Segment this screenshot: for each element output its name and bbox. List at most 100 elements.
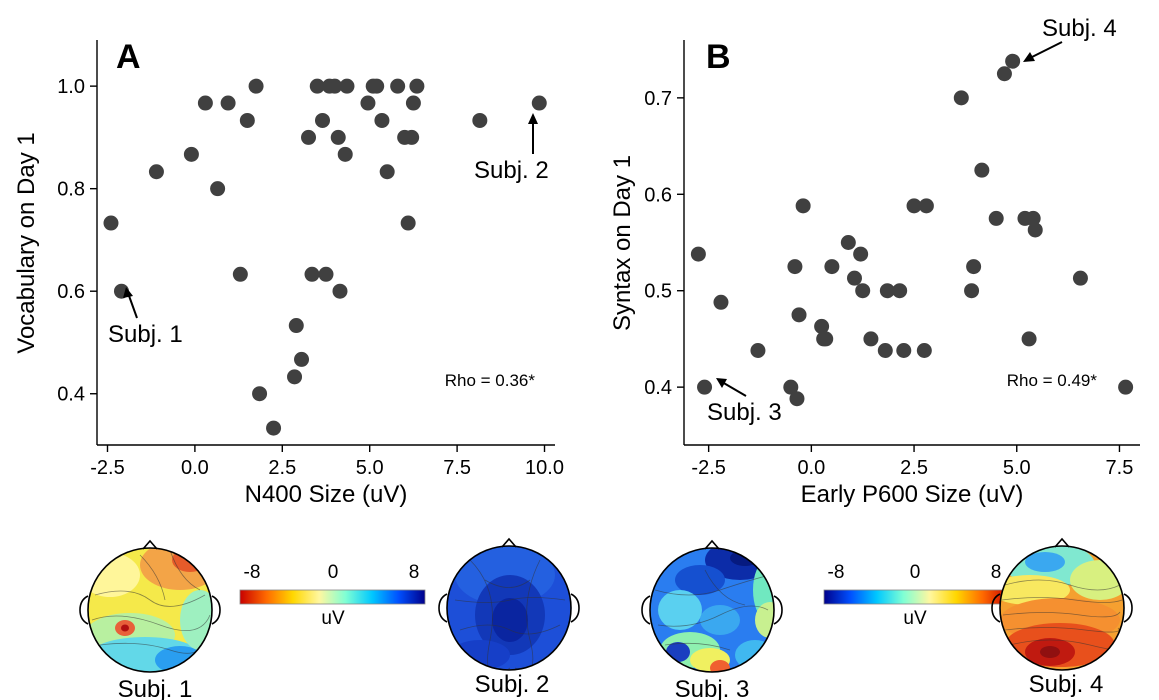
callout-label-subj1: Subj. 1 [108,321,183,348]
scatter-point-b [1027,222,1043,238]
scatter-point-b [966,259,982,275]
x-axis-title-b: Early P600 Size (uV) [801,481,1024,508]
y-tick-label-a: 0.6 [57,281,85,303]
panel-letter-b: B [706,38,731,76]
scatter-point-a [232,266,248,282]
scatter-point-a [374,112,390,128]
scatter-point-b [953,90,969,106]
colorbar-left-unit-label: uV [321,608,345,629]
scatter-point-b [855,283,871,299]
scatter-point-a [360,95,376,111]
callout-arrowhead-subj1 [123,287,133,298]
scatter-point-b [783,379,799,395]
scatter-point-a [531,95,547,111]
scatter-point-a [266,420,282,436]
colorbar-right-mid-label: 0 [910,562,921,583]
scatter-point-b [896,343,912,358]
scatter-point-a [332,283,348,299]
scatter-point-a [287,369,303,385]
scatter-point-a [379,164,395,180]
scatter-panel-b: B -2.5 0.0 2.5 5.0 7.5 0.4 0.5 0.6 0.7 Early P6… [609,15,1140,508]
y-tick-label-b: 0.4 [644,377,672,399]
scatter-point-b [697,379,713,395]
y-tick-label-b: 0.7 [644,88,672,110]
scatter-point-b [988,210,1004,226]
scatter-point-a [239,112,255,128]
scatter-point-a [288,318,304,334]
topomap-caption-subj1: Subj. 1 [118,676,193,700]
colorbar-right-unit-label: uV [903,608,927,629]
colorbar-right-min-label: -8 [828,562,845,583]
scatter-point-a [409,78,425,94]
scatter-point-a [390,78,406,94]
scatter-point-b [824,259,840,275]
topomap-subj2 [438,537,580,671]
colorbar-left: -8 0 8 uV [239,562,426,629]
x-tick-label-a: 0.0 [181,457,209,479]
callout-label-subj4: Subj. 4 [1042,15,1117,42]
x-tick-label-a: 10.0 [525,457,564,479]
callout-arrow-subj3 [721,381,747,397]
x-tick-label-b: 0.0 [797,457,825,479]
callout-arrowhead-subj4 [1023,52,1035,62]
scatter-point-a [294,351,310,367]
scatter-point-b [996,66,1012,82]
scatter-point-b [1118,379,1134,395]
scatter-point-a [301,129,317,145]
scatter-point-a [210,181,226,197]
x-tick-label-a: 5.0 [356,457,384,479]
scatter-point-b [879,283,895,299]
scatter-point-b [789,391,805,407]
y-tick-label-b: 0.5 [644,281,672,303]
scatter-point-b [918,198,934,214]
scatter-point-a [309,78,325,94]
colorbar-left-mid-label: 0 [328,562,339,583]
colorbar-right-gradient [823,589,1010,605]
scatter-point-b [818,331,834,347]
scatter-point-a [327,78,343,94]
callout-label-subj3: Subj. 3 [707,399,782,426]
scatter-point-a [220,95,236,111]
scatter-point-a [405,95,421,111]
scatter-point-b [974,162,990,178]
y-tick-label-a: 0.8 [57,179,85,201]
scatter-point-a [318,266,334,282]
x-tick-label-b: -2.5 [691,457,725,479]
colorbar-right: -8 0 8 uV [823,562,1010,629]
scatter-point-b [1025,210,1041,226]
callout-arrow-subj1 [127,292,138,319]
scatter-point-b [906,198,922,214]
x-tick-label-b: 2.5 [900,457,928,479]
scatter-point-a [148,164,164,180]
scatter-point-b [750,343,766,358]
topomap-caption-subj4: Subj. 4 [1029,671,1104,698]
scatter-point-a [315,112,331,128]
scatter-point-b [892,283,908,299]
scatter-panel-a: A -2.5 0.0 2.5 5.0 7.5 10.0 0.4 0.6 0.8 1.0 N400… [13,38,564,508]
y-axis-title-a: Vocabulary on Day 1 [13,132,40,353]
scatter-point-a [103,215,119,231]
scatter-point-a [400,215,416,231]
x-tick-label-a: -2.5 [90,457,124,479]
panel-letter-a: A [116,38,141,76]
rho-annotation-b: Rho = 0.49* [1007,371,1098,390]
scatter-point-b [814,318,830,334]
y-tick-label-b: 0.6 [644,184,672,206]
rho-annotation-a: Rho = 0.36* [445,371,536,390]
callout-arrowhead-subj2 [528,113,538,124]
scatter-point-a [252,386,268,402]
y-axis-title-b: Syntax on Day 1 [609,155,636,331]
scatter-point-a [304,266,320,282]
callout-arrowhead-subj3 [716,378,727,388]
x-tick-label-b: 5.0 [1003,457,1031,479]
scatter-point-b [846,270,862,286]
scatter-point-b [840,235,856,250]
scatter-point-b [713,294,729,310]
scatter-point-b [964,283,980,299]
scatter-point-b [863,331,879,347]
x-tick-label-a: 2.5 [268,457,296,479]
scatter-point-a [248,78,264,94]
scatter-point-a [369,78,385,94]
topomap-subj3 [641,539,783,673]
